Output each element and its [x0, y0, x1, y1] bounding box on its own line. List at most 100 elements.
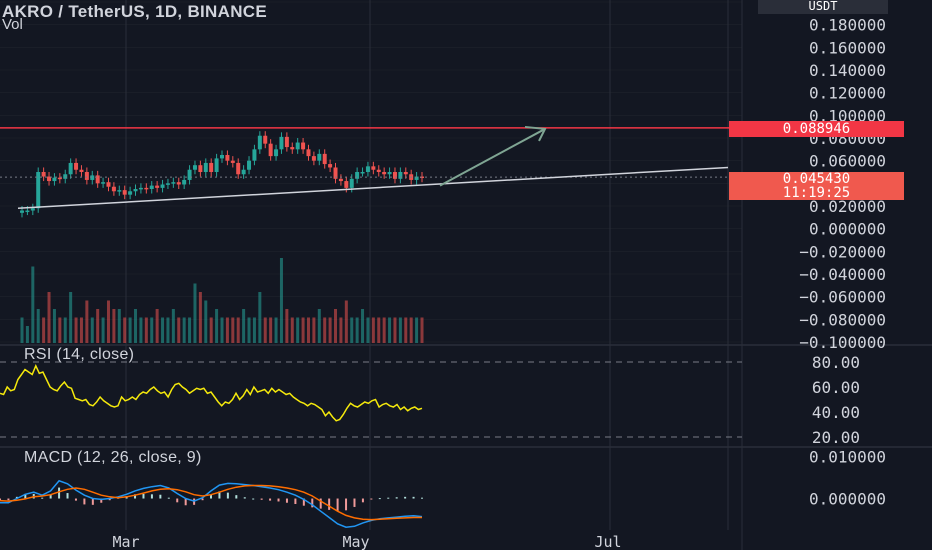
volume-bar [409, 317, 413, 343]
volume-bar [96, 309, 100, 343]
volume-bar [242, 309, 246, 343]
volume-bar [334, 309, 338, 343]
projection-arrowhead [524, 125, 547, 142]
price-tick-label: 0.180000 [809, 16, 886, 35]
volume-bar [323, 317, 327, 343]
macd-histogram-bar [277, 498, 280, 502]
volume-bar [63, 317, 67, 343]
macd-histogram-bar [218, 491, 221, 499]
volume-bar [263, 317, 267, 343]
currency-badge[interactable]: USDT [758, 0, 888, 14]
candle-body [122, 190, 127, 195]
candle-body [306, 149, 311, 157]
volume-bar [231, 317, 235, 343]
rsi-tick-label: 20.00 [812, 428, 860, 447]
macd-histogram-bar [83, 498, 86, 505]
projection-arrow [439, 128, 546, 187]
macd-histogram-bar [24, 493, 27, 499]
macd-histogram-bar [58, 487, 61, 499]
candle-body [333, 167, 338, 179]
volume-bar [101, 317, 105, 343]
volume-bar [215, 309, 219, 343]
volume-bar [220, 317, 224, 343]
volume-bar [350, 317, 354, 343]
volume-bar [74, 317, 78, 343]
candle-body [371, 166, 376, 170]
macd-tick-label: 0.010000 [809, 447, 886, 466]
volume-bar [388, 317, 392, 343]
candle-body [398, 172, 403, 179]
rsi-tick-label: 60.00 [812, 378, 860, 397]
candle-body [376, 169, 381, 172]
candle-body [387, 172, 392, 175]
volume-bar [69, 292, 73, 343]
candle-body [322, 153, 327, 165]
volume-bar [193, 283, 197, 343]
candle-body [247, 160, 252, 170]
macd-histogram-bar [184, 498, 187, 506]
candle-body [220, 155, 224, 159]
volume-bar [112, 309, 116, 343]
candle-body [230, 160, 235, 163]
macd-histogram-bar [226, 492, 229, 499]
volume-bar [47, 292, 51, 343]
symbol-title[interactable]: AKRO / TetherUS, 1D, BINANCE [2, 2, 268, 21]
candle-body [30, 208, 35, 211]
macd-histogram-bar [66, 493, 69, 499]
candle-body [290, 147, 295, 150]
price-tick-label: −0.020000 [799, 242, 886, 261]
candle-body [74, 162, 79, 170]
time-axis-label: May [342, 533, 369, 550]
volume-bar [371, 317, 375, 343]
rsi-tick-label: 40.00 [812, 403, 860, 422]
candle-body [176, 182, 181, 185]
candle-body [263, 135, 268, 144]
volume-bar [79, 317, 83, 343]
candle-body [84, 172, 89, 180]
price-tick-label: −0.040000 [799, 265, 886, 284]
macd-tick-label: 0.000000 [809, 490, 886, 509]
macd-histogram-bar [285, 498, 288, 503]
volume-bar [382, 317, 386, 343]
trend-line [17, 166, 729, 210]
volume-bar [150, 317, 154, 343]
volume-bar [36, 309, 40, 343]
volume-bar [117, 309, 121, 343]
candle-body [328, 164, 333, 168]
macd-histogram-bar [167, 497, 170, 499]
candle-body [203, 162, 208, 172]
candle-body [117, 190, 122, 192]
volume-bar [31, 266, 35, 343]
candle-body [101, 182, 106, 184]
candle-body [133, 189, 138, 192]
macd-histogram-bar [159, 494, 162, 499]
macd-histogram-bar [294, 498, 297, 504]
volume-bar [415, 317, 419, 343]
candle-body [187, 169, 192, 180]
price-tick-label: 0.100000 [809, 106, 886, 125]
macd-histogram-bar [100, 498, 103, 503]
volume-bar [204, 300, 208, 343]
macd-histogram-bar [353, 498, 356, 507]
macd-histogram-bar [370, 498, 373, 500]
volume-bar [404, 317, 408, 343]
candle-body [182, 179, 187, 185]
signal-line [0, 484, 422, 521]
candle-body [295, 142, 300, 150]
volume-bar [85, 300, 89, 343]
macd-histogram-bar [91, 498, 94, 505]
volume-bar [128, 317, 132, 343]
macd-histogram-bar [378, 498, 381, 500]
volume-bar [258, 292, 262, 343]
time-axis-label: Mar [112, 533, 139, 550]
candle-body [165, 183, 170, 185]
candle-body [252, 149, 257, 161]
volume-bar [398, 317, 402, 343]
volume-bar [134, 309, 138, 343]
candle-body [414, 176, 419, 180]
volume-bar [279, 258, 283, 343]
candle-body [106, 182, 111, 187]
candle-body [57, 177, 62, 180]
price-tick-label: −0.060000 [799, 288, 886, 307]
